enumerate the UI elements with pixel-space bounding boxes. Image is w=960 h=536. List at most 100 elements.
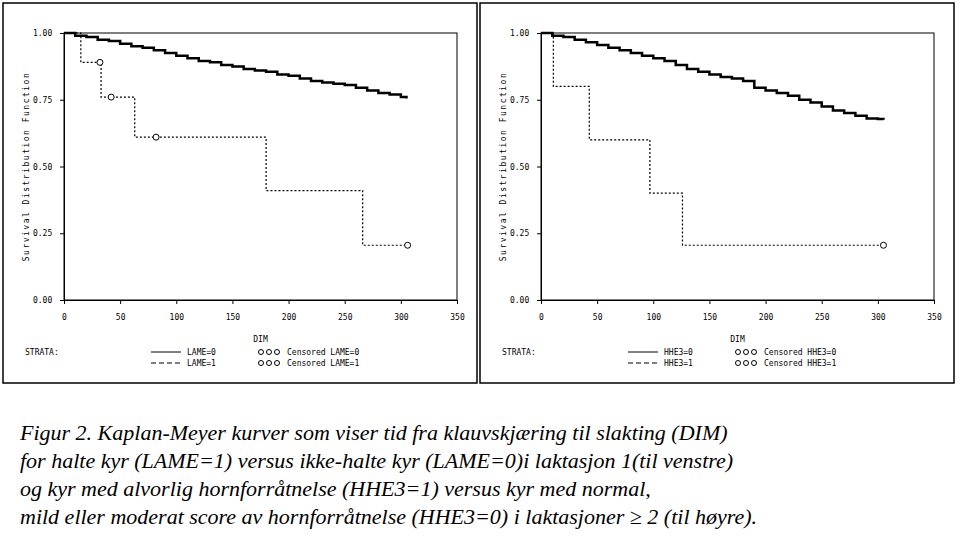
tick-label: 100 xyxy=(647,313,662,322)
tick-label: 0.00 xyxy=(510,296,529,305)
tick-mark xyxy=(345,300,346,304)
plot-frame xyxy=(541,33,934,300)
tick-mark xyxy=(64,300,65,304)
tick: 0.25 xyxy=(33,229,64,238)
legend-title: STRATA: xyxy=(25,348,59,357)
tick-mark xyxy=(537,100,541,101)
tick: 1.00 xyxy=(33,29,64,38)
legend-symbol xyxy=(752,361,757,366)
tick-mark xyxy=(541,300,542,304)
tick-label: 250 xyxy=(338,313,353,322)
tick-mark xyxy=(653,300,654,304)
y-axis: 0.00 0.25 0.50 0.75 1.00 xyxy=(510,29,542,305)
legend-symbol xyxy=(259,350,264,355)
tick: 150 xyxy=(703,300,718,322)
tick-mark xyxy=(934,300,935,304)
tick-mark xyxy=(709,300,710,304)
tick-mark xyxy=(537,33,541,34)
legend-symbol xyxy=(736,350,741,355)
caption-line: og kyr med alvorlig hornforråtnelse (HHE… xyxy=(20,476,651,501)
tick: 0.00 xyxy=(33,296,64,305)
survival-curve xyxy=(541,33,883,120)
censored-point xyxy=(97,59,103,65)
tick-mark xyxy=(60,33,64,34)
tick: 0.75 xyxy=(510,96,541,105)
legend-label: Censored LAME=0 xyxy=(287,348,359,357)
legend-label: LAME=0 xyxy=(187,348,216,357)
tick: 150 xyxy=(226,300,241,322)
legend-symbol xyxy=(275,350,280,355)
axis-line xyxy=(64,34,65,301)
tick: 300 xyxy=(871,300,886,322)
tick-mark xyxy=(289,300,290,304)
tick: 50 xyxy=(593,300,603,322)
panel: 0 50 100 150 200 250 300 350 0.00 0.25 0.50 0.75 1.0… xyxy=(480,3,954,383)
tick-label: 0.75 xyxy=(33,96,52,105)
tick-label: 250 xyxy=(815,313,830,322)
y-axis-title: Survival Distribution Function xyxy=(22,72,31,262)
tick-mark xyxy=(537,167,541,168)
tick-label: 300 xyxy=(394,313,409,322)
figure: 0 50 100 150 200 250 300 350 0.00 0.25 0.50 0.75 1.0… xyxy=(0,0,960,536)
tick: 1.00 xyxy=(510,29,541,38)
tick-mark xyxy=(60,100,64,101)
tick-label: 100 xyxy=(170,313,185,322)
plot-area xyxy=(541,33,886,248)
legend-symbol xyxy=(752,350,757,355)
caption-line: mild eller moderat score av hornforråtne… xyxy=(20,504,757,529)
tick: 0.75 xyxy=(33,96,64,105)
axis-line xyxy=(65,300,458,301)
tick-label: 0.25 xyxy=(33,229,52,238)
legend-symbol xyxy=(267,350,272,355)
tick-label: 150 xyxy=(703,313,718,322)
legend-label: HHE3=1 xyxy=(664,359,693,368)
legend-symbol xyxy=(151,363,181,364)
tick-label: 350 xyxy=(450,313,465,322)
tick: 200 xyxy=(759,300,774,322)
tick-mark xyxy=(60,167,64,168)
y-axis: 0.00 0.25 0.50 0.75 1.00 xyxy=(33,29,65,305)
axis-line xyxy=(542,300,935,301)
tick-mark xyxy=(597,300,598,304)
tick-mark xyxy=(60,233,64,234)
tick-mark xyxy=(766,300,767,304)
legend-symbol xyxy=(151,352,181,353)
tick-mark xyxy=(537,300,541,301)
legend-symbol xyxy=(736,361,741,366)
tick-label: 350 xyxy=(927,313,942,322)
legend-label: Censored LAME=1 xyxy=(287,359,359,368)
tick: 0.50 xyxy=(33,163,64,172)
legend-symbol xyxy=(259,361,264,366)
y-axis-title: Survival Distribution Function xyxy=(499,72,508,262)
tick: 300 xyxy=(394,300,409,322)
tick: 200 xyxy=(282,300,297,322)
x-axis: 050100150200250300350 xyxy=(62,300,465,322)
tick: 250 xyxy=(338,300,353,322)
legend-symbol xyxy=(628,352,658,353)
tick: 50 xyxy=(116,300,126,322)
tick-label: 50 xyxy=(116,313,126,322)
legend-label: Censored HHE3=0 xyxy=(764,348,836,357)
tick-label: 50 xyxy=(593,313,603,322)
survival-curve xyxy=(64,33,406,98)
legend: STRATA:LAME=0LAME=1Censored LAME=0Censor… xyxy=(25,348,359,368)
tick-mark xyxy=(537,233,541,234)
legend-symbol xyxy=(744,350,749,355)
legend-symbol xyxy=(267,361,272,366)
legend: STRATA:HHE3=0HHE3=1Censored HHE3=0Censor… xyxy=(502,348,836,368)
tick-label: 0 xyxy=(539,313,544,322)
legend-title: STRATA: xyxy=(502,348,536,357)
tick-label: 0.50 xyxy=(510,163,529,172)
caption: Figur 2. Kaplan-Meyer kurver som viser t… xyxy=(19,420,757,529)
caption-line: Figur 2. Kaplan-Meyer kurver som viser t… xyxy=(19,420,728,445)
axis-line xyxy=(541,34,542,301)
panel: 0501001502002503003500.000.250.500.751.0… xyxy=(3,3,477,383)
tick: 250 xyxy=(815,300,830,322)
tick: 0 xyxy=(539,300,544,322)
x-axis: 0 50 100 150 200 250 300 350 xyxy=(539,300,942,322)
tick-mark xyxy=(120,300,121,304)
censored-point xyxy=(153,134,159,140)
tick: 350 xyxy=(450,300,465,322)
tick: 0.25 xyxy=(510,229,541,238)
legend-symbol xyxy=(744,361,749,366)
